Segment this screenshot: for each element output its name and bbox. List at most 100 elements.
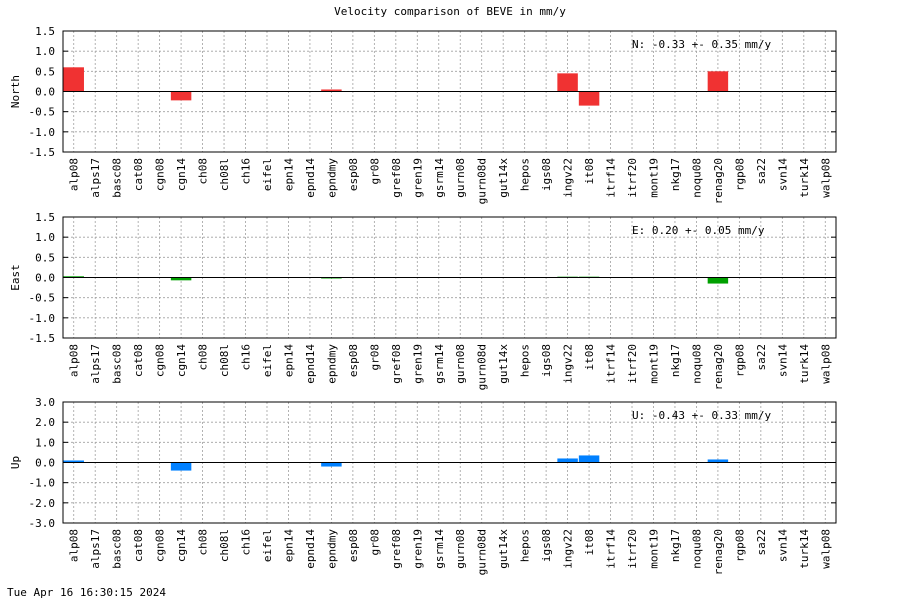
- north-xtick-label: basc08: [111, 158, 124, 198]
- north-bar: [578, 91, 600, 106]
- east-xtick-label: igs08: [540, 344, 553, 377]
- east-xtick-label: gren19: [411, 344, 424, 384]
- up-bar: [557, 458, 578, 463]
- footer-timestamp: Tue Apr 16 16:30:15 2024: [7, 586, 166, 599]
- up-xtick-label: epnd14: [304, 529, 317, 569]
- north-ytick-label: -1.0: [29, 126, 56, 139]
- up-xtick-label: gr08: [368, 529, 381, 556]
- east-xtick-label: epnd14: [304, 344, 317, 384]
- east-xtick-label: basc08: [111, 344, 124, 384]
- north-ytick-label: 0.5: [35, 65, 55, 78]
- north-xtick-label: gurn08d: [476, 158, 489, 204]
- east-ytick-label: -1.0: [29, 312, 56, 325]
- east-ytick-label: 0.0: [35, 272, 55, 285]
- east-xtick-label: ch16: [240, 344, 253, 371]
- up-bar: [170, 462, 192, 471]
- up-xtick-label: gsrm14: [433, 529, 446, 569]
- east-xtick-label: ingv22: [562, 344, 575, 384]
- east-ytick-label: 1.0: [35, 231, 55, 244]
- north-xtick-label: cat08: [132, 158, 145, 191]
- east-xtick-label: gurn08: [454, 344, 467, 384]
- up-xtick-label: itrf14: [605, 529, 618, 569]
- up-xtick-label: gurn08: [454, 529, 467, 569]
- east-bar: [170, 277, 192, 281]
- east-xtick-label: cgn14: [175, 344, 188, 377]
- up-xtick-label: ch08l: [218, 529, 231, 562]
- east-xtick-label: gr08: [368, 344, 381, 371]
- east-panel: 1.5 1.0 0.5 0.0 -0.5 -1.0 -1.5 alp08 alps17 basc0…: [9, 211, 837, 390]
- north-ytick-label: -0.5: [29, 106, 56, 119]
- north-xtick-label: it08: [583, 158, 596, 185]
- up-xtick-label: renag20: [712, 529, 725, 575]
- up-xtick-label: cat08: [132, 529, 145, 562]
- north-xtick-label: ch08: [197, 158, 210, 185]
- north-ytick-label: 0.0: [35, 86, 55, 99]
- north-xtick-label: gren19: [411, 158, 424, 198]
- north-xtick-label: mont19: [647, 158, 660, 198]
- up-ytick-label: 0.0: [35, 457, 55, 470]
- up-xtick-label: turk14: [798, 529, 811, 569]
- north-xtick-label: gurn08: [454, 158, 467, 198]
- east-xtick-label: renag20: [712, 344, 725, 390]
- east-xtick-label: noqu08: [690, 344, 703, 384]
- east-xtick-label: cgn08: [154, 344, 167, 377]
- up-xtick-label: mont19: [647, 529, 660, 569]
- east-bar: [63, 276, 84, 278]
- north-xtick-label: esp08: [347, 158, 360, 191]
- north-xtick-label: turk14: [798, 158, 811, 198]
- north-xtick-label: renag20: [712, 158, 725, 204]
- up-xtick-label: ingv22: [562, 529, 575, 569]
- up-xtick-label: cgn08: [154, 529, 167, 562]
- up-xtick-label: cgn14: [175, 529, 188, 562]
- north-xtick-label: noqu08: [690, 158, 703, 198]
- north-xtick-label: rgp08: [733, 158, 746, 191]
- east-xtick-label: gsrm14: [433, 344, 446, 384]
- north-xtick-label: alps17: [89, 158, 102, 198]
- up-xtick-label: itrf20: [626, 529, 639, 569]
- north-xtick-label: cgn08: [154, 158, 167, 191]
- east-xtick-label: svn14: [776, 344, 789, 377]
- north-xtick-label: ch08l: [218, 158, 231, 191]
- east-xtick-label: sa22: [755, 344, 768, 371]
- north-xtick-label: epn14: [282, 158, 295, 191]
- east-xtick-label: gref08: [390, 344, 403, 384]
- up-xtick-label: gurn08d: [476, 529, 489, 575]
- east-ylabel: East: [9, 264, 22, 291]
- up-xtick-label: walp08: [819, 529, 832, 569]
- up-frame: [62, 401, 837, 524]
- up-bar: [321, 462, 342, 467]
- up-ytick-label: -2.0: [29, 497, 56, 510]
- chart-title: Velocity comparison of BEVE in mm/y: [334, 5, 566, 18]
- east-xtick-label: nkg17: [669, 344, 682, 377]
- up-xtick-label: epn14: [282, 529, 295, 562]
- up-bar: [707, 459, 729, 463]
- up-ytick-label: 2.0: [35, 416, 55, 429]
- north-frame: [62, 30, 837, 153]
- up-xtick-label: ch08: [197, 529, 210, 556]
- east-ytick-label: 0.5: [35, 251, 55, 264]
- up-xtick-label: igs08: [540, 529, 553, 562]
- up-ylabel: Up: [9, 456, 22, 469]
- up-xtick-label: gref08: [390, 529, 403, 569]
- north-xtick-label: gut14x: [497, 158, 510, 198]
- east-xtick-label: gurn08d: [476, 344, 489, 390]
- north-bar: [321, 89, 342, 92]
- north-annotation: N: -0.33 +- 0.35 mm/y: [632, 38, 771, 51]
- east-xtick-label: itrf20: [626, 344, 639, 384]
- north-xtick-label: eifel: [261, 158, 274, 191]
- east-xtick-label: turk14: [798, 344, 811, 384]
- east-xtick-label: alps17: [89, 344, 102, 384]
- east-xtick-label: hepos: [519, 344, 532, 377]
- north-xtick-label: gr08: [368, 158, 381, 185]
- up-bar: [63, 460, 84, 463]
- north-xtick-label: walp08: [819, 158, 832, 198]
- north-bar: [170, 91, 192, 101]
- east-xtick-label: ch08: [197, 344, 210, 371]
- up-xtick-label: it08: [583, 529, 596, 556]
- east-xtick-label: epndmy: [325, 344, 338, 384]
- east-ytick-label: -1.5: [29, 332, 56, 345]
- east-xtick-label: mont19: [647, 344, 660, 384]
- north-xtick-label: itrf14: [605, 158, 618, 198]
- up-ytick-label: -1.0: [29, 477, 56, 490]
